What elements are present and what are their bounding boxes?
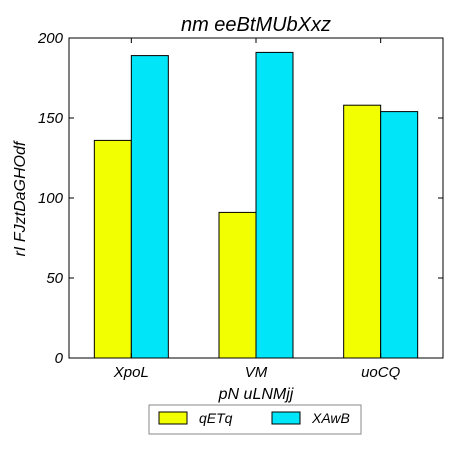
y-ticks-group: 0 50 100 150 200 — [37, 30, 443, 367]
x-tick-label: VM — [245, 364, 268, 381]
bar-qETq-uoCQ — [343, 104, 382, 359]
y-tick-label: 50 — [46, 270, 63, 287]
y-axis-label: rI FJztDaGHOdf — [12, 140, 29, 256]
x-tick-label: uoCQ — [361, 364, 401, 381]
legend: qETq XAwB — [148, 404, 362, 435]
y-tick-label: 0 — [55, 350, 64, 367]
legend-label: qETq — [199, 410, 233, 426]
bars-group — [93, 51, 419, 359]
x-axis-label: pN uLNMjj — [218, 386, 294, 403]
bar-XAwB-uoCQ — [380, 111, 419, 359]
y-tick-label: 150 — [38, 110, 64, 127]
bar-XAwB-XpoL — [130, 55, 169, 359]
bar-XAwB-VM — [255, 51, 294, 359]
x-tick-label: XpoL — [113, 364, 149, 381]
legend-swatch — [158, 411, 188, 425]
legend-swatch — [271, 411, 301, 425]
bar-qETq-XpoL — [93, 139, 132, 359]
plot-frame — [68, 37, 444, 359]
x-ticks-group: XpoL VM uoCQ — [113, 38, 401, 381]
chart-title: nm eeBtMUbXxz — [181, 14, 331, 36]
y-tick-label: 100 — [38, 190, 64, 207]
y-tick-label: 200 — [37, 30, 64, 47]
bar-qETq-VM — [218, 211, 257, 359]
legend-label: XAwB — [311, 410, 350, 426]
